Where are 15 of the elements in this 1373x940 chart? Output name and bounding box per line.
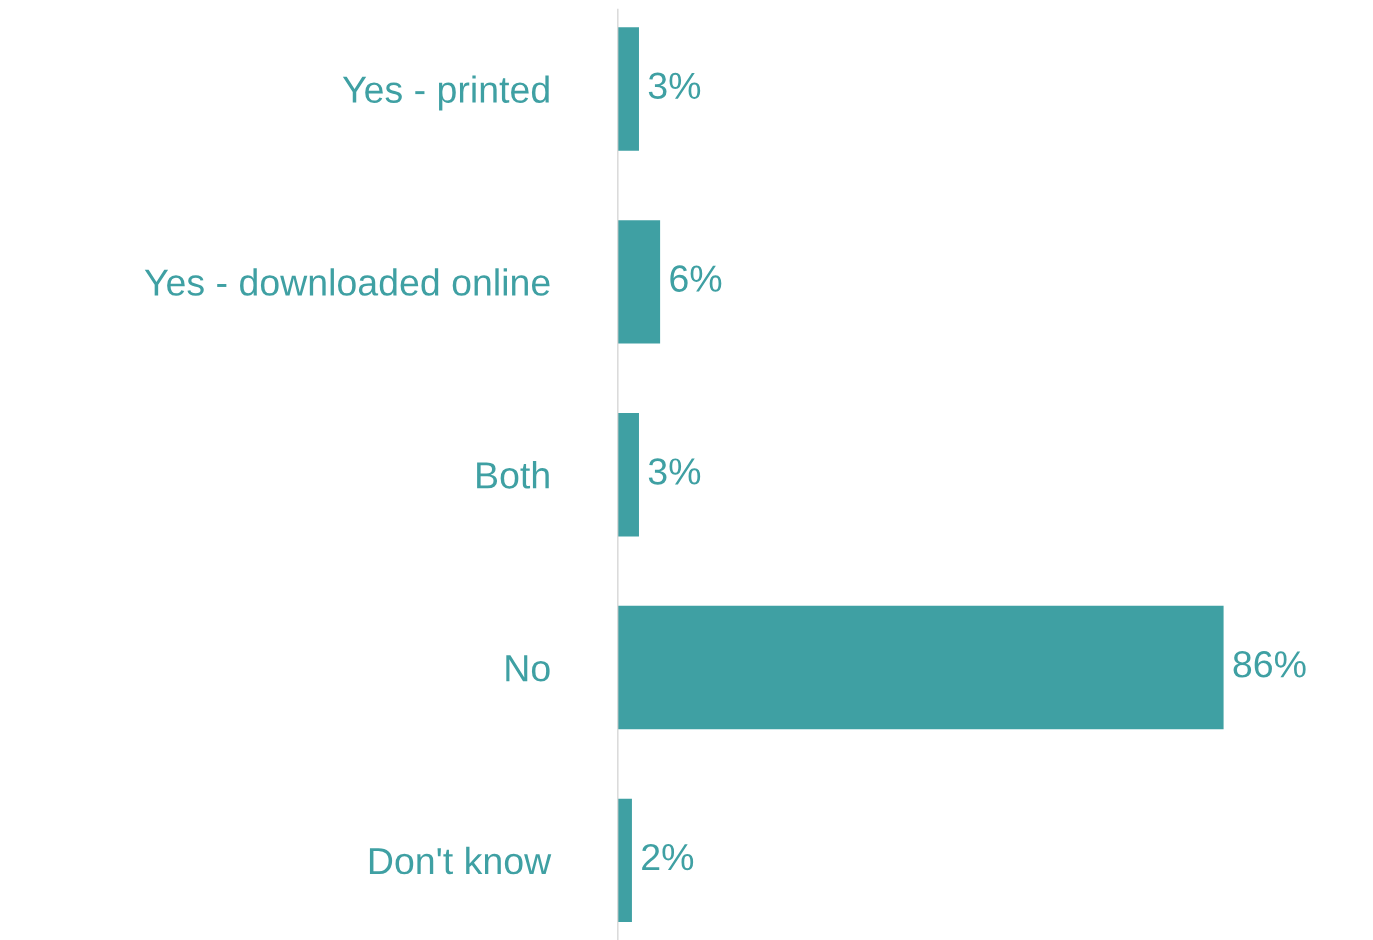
y-tick-label: Don't know	[369, 846, 552, 875]
data-label: 86%	[1233, 651, 1306, 678]
y-tick-label: No	[506, 655, 550, 682]
data-label: 3%	[648, 458, 701, 485]
y-tick-label: Yes - downloaded online	[144, 268, 550, 296]
y-tick-label: Yes - printed	[342, 75, 549, 111]
bar	[617, 605, 1224, 730]
data-label: 6%	[670, 265, 722, 292]
bar	[617, 412, 639, 537]
bar	[617, 220, 661, 344]
y-tick-label: Both	[477, 461, 549, 489]
bar	[617, 798, 632, 923]
bar	[617, 27, 639, 151]
data-label: 2%	[642, 843, 694, 871]
data-label: 3%	[648, 72, 701, 100]
